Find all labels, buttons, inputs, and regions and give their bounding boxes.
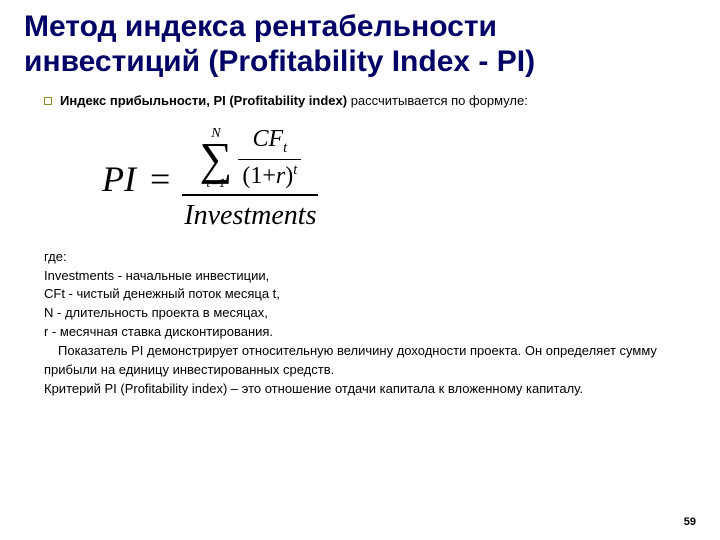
inner-fraction: CFt (1+r)t	[238, 126, 301, 190]
formula-lhs: PI	[102, 158, 136, 200]
paragraph-1: Показатель PI демонстрирует относительну…	[44, 342, 696, 380]
formula-block: PI = N ∑ t=1 CFt (1+r)t	[102, 126, 696, 232]
title-line-1: Метод индекса рентабельности	[24, 10, 497, 43]
bullet-icon	[44, 97, 52, 105]
formula-eq: =	[150, 158, 170, 200]
title-line-2: инвестиций (Profitability Index - PI)	[24, 45, 535, 78]
den-sup: t	[293, 162, 297, 178]
sigma-lower: t=1	[207, 176, 226, 189]
sigma-block: N ∑ t=1	[200, 127, 233, 189]
def-cft: CFt - чистый денежный поток месяца t,	[44, 285, 696, 304]
where-label: где:	[44, 248, 696, 267]
slide: Метод индекса рентабельности инвестиций …	[0, 0, 720, 540]
def-n: N - длительность проекта в месяцах,	[44, 304, 696, 323]
cf-subscript: t	[283, 140, 287, 156]
paragraph-2: Критерий PI (Profitability index) – это …	[44, 380, 696, 399]
formula-numerator: N ∑ t=1 CFt (1+r)t	[198, 126, 304, 190]
inner-denominator: (1+r)t	[238, 162, 301, 190]
intro-bold: Индекс прибыльности, PI (Profitability i…	[60, 93, 347, 108]
cf-symbol: CF	[252, 126, 283, 152]
intro-rest: рассчитывается по формуле:	[347, 93, 528, 108]
main-fraction-bar	[182, 194, 318, 196]
formula-main-fraction: N ∑ t=1 CFt (1+r)t Inves	[182, 126, 318, 232]
sigma-symbol: ∑	[200, 139, 233, 178]
formula-denominator: Investments	[182, 200, 318, 232]
slide-title: Метод индекса рентабельности инвестиций …	[24, 10, 696, 79]
def-investments: Investments - начальные инвестиции,	[44, 267, 696, 286]
intro-line: Индекс прибыльности, PI (Profitability i…	[44, 93, 696, 108]
den-r: r	[276, 163, 285, 189]
formula: PI = N ∑ t=1 CFt (1+r)t	[102, 126, 696, 232]
inner-fraction-bar	[238, 159, 301, 160]
page-number: 59	[684, 516, 696, 528]
den-open: (1+	[242, 163, 276, 189]
body-text: где: Investments - начальные инвестиции,…	[44, 248, 696, 399]
inner-numerator: CFt	[248, 126, 291, 157]
def-r: r - месячная ставка дисконтирования.	[44, 323, 696, 342]
